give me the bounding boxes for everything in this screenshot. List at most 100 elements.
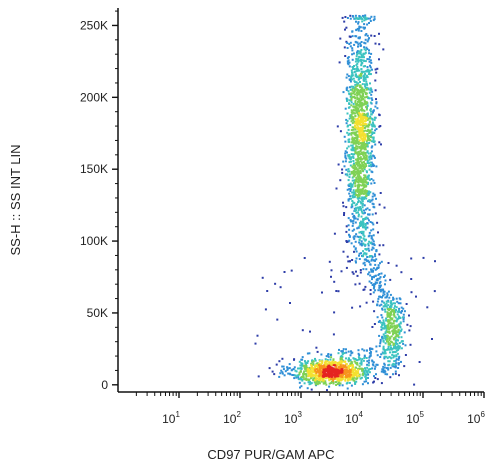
data-point bbox=[346, 174, 349, 177]
data-point bbox=[346, 47, 349, 49]
data-point bbox=[312, 363, 315, 366]
data-point bbox=[362, 225, 365, 228]
data-point bbox=[352, 131, 355, 134]
data-point bbox=[351, 229, 354, 232]
data-point bbox=[348, 372, 351, 375]
data-point bbox=[375, 102, 378, 105]
data-point bbox=[354, 358, 357, 360]
data-point bbox=[361, 132, 364, 135]
data-point bbox=[360, 49, 363, 51]
data-point bbox=[358, 254, 360, 257]
data-point bbox=[356, 218, 359, 221]
data-point bbox=[368, 37, 370, 40]
data-point bbox=[308, 369, 311, 372]
data-point bbox=[345, 157, 348, 160]
data-point bbox=[341, 373, 344, 376]
data-point bbox=[346, 112, 349, 115]
data-point bbox=[358, 119, 360, 122]
data-point bbox=[364, 117, 367, 119]
data-point bbox=[348, 228, 351, 231]
data-point bbox=[398, 332, 401, 335]
data-point bbox=[371, 118, 374, 121]
data-point bbox=[386, 320, 389, 323]
data-point bbox=[349, 365, 352, 367]
data-point bbox=[377, 266, 380, 269]
data-point bbox=[343, 165, 346, 168]
data-point bbox=[330, 377, 333, 379]
data-point bbox=[354, 142, 357, 145]
data-point bbox=[366, 181, 368, 184]
data-point bbox=[358, 90, 361, 93]
data-point bbox=[312, 379, 315, 382]
data-point bbox=[356, 147, 359, 150]
data-point bbox=[293, 377, 296, 380]
data-point bbox=[395, 354, 398, 357]
data-point bbox=[368, 158, 371, 161]
data-point bbox=[355, 126, 358, 129]
data-point bbox=[363, 168, 366, 171]
data-point bbox=[352, 371, 355, 374]
data-point bbox=[337, 375, 340, 378]
data-point bbox=[358, 258, 361, 260]
data-point bbox=[358, 188, 360, 191]
data-point bbox=[360, 99, 363, 102]
data-point bbox=[368, 155, 371, 158]
data-point bbox=[357, 178, 360, 181]
data-point bbox=[310, 376, 313, 379]
data-point bbox=[362, 218, 365, 220]
data-point bbox=[359, 94, 362, 97]
data-point bbox=[301, 378, 304, 381]
data-point bbox=[382, 348, 385, 351]
data-point bbox=[282, 365, 285, 368]
data-point bbox=[322, 375, 325, 378]
data-point bbox=[361, 119, 364, 122]
data-point bbox=[354, 131, 357, 134]
data-point bbox=[351, 212, 354, 215]
data-point bbox=[355, 145, 358, 148]
data-point bbox=[433, 290, 436, 293]
data-point bbox=[337, 381, 340, 383]
data-point bbox=[371, 68, 373, 71]
data-point bbox=[344, 156, 347, 159]
data-point bbox=[293, 358, 295, 361]
data-point bbox=[374, 268, 377, 271]
data-point bbox=[367, 125, 370, 128]
data-point bbox=[370, 165, 373, 168]
data-point bbox=[261, 276, 264, 279]
data-point bbox=[300, 364, 303, 367]
data-point bbox=[379, 290, 382, 293]
data-point bbox=[353, 235, 356, 238]
data-point bbox=[366, 207, 369, 210]
data-point bbox=[295, 370, 298, 373]
data-point bbox=[362, 94, 364, 97]
dot-layer bbox=[254, 14, 436, 392]
data-point bbox=[370, 61, 373, 64]
data-point bbox=[385, 305, 388, 308]
data-point bbox=[372, 165, 375, 167]
data-point bbox=[350, 185, 353, 188]
data-point bbox=[368, 352, 371, 355]
data-point bbox=[379, 296, 382, 299]
data-point bbox=[361, 87, 364, 90]
data-point bbox=[361, 368, 364, 371]
data-point bbox=[363, 209, 365, 212]
data-point bbox=[362, 169, 364, 172]
data-point bbox=[369, 87, 372, 90]
data-point bbox=[327, 353, 330, 356]
data-point bbox=[370, 157, 373, 160]
data-point bbox=[366, 118, 369, 121]
data-point bbox=[348, 65, 351, 68]
data-point bbox=[358, 131, 361, 134]
data-point bbox=[301, 358, 304, 361]
data-point bbox=[354, 112, 357, 115]
data-point bbox=[359, 357, 362, 360]
data-point bbox=[357, 177, 360, 180]
data-point bbox=[362, 157, 365, 160]
data-point bbox=[297, 376, 300, 379]
data-point bbox=[321, 369, 324, 372]
data-point bbox=[351, 172, 354, 175]
data-point bbox=[361, 14, 364, 17]
data-point bbox=[378, 286, 381, 289]
data-point bbox=[351, 220, 354, 223]
data-point bbox=[361, 192, 364, 195]
